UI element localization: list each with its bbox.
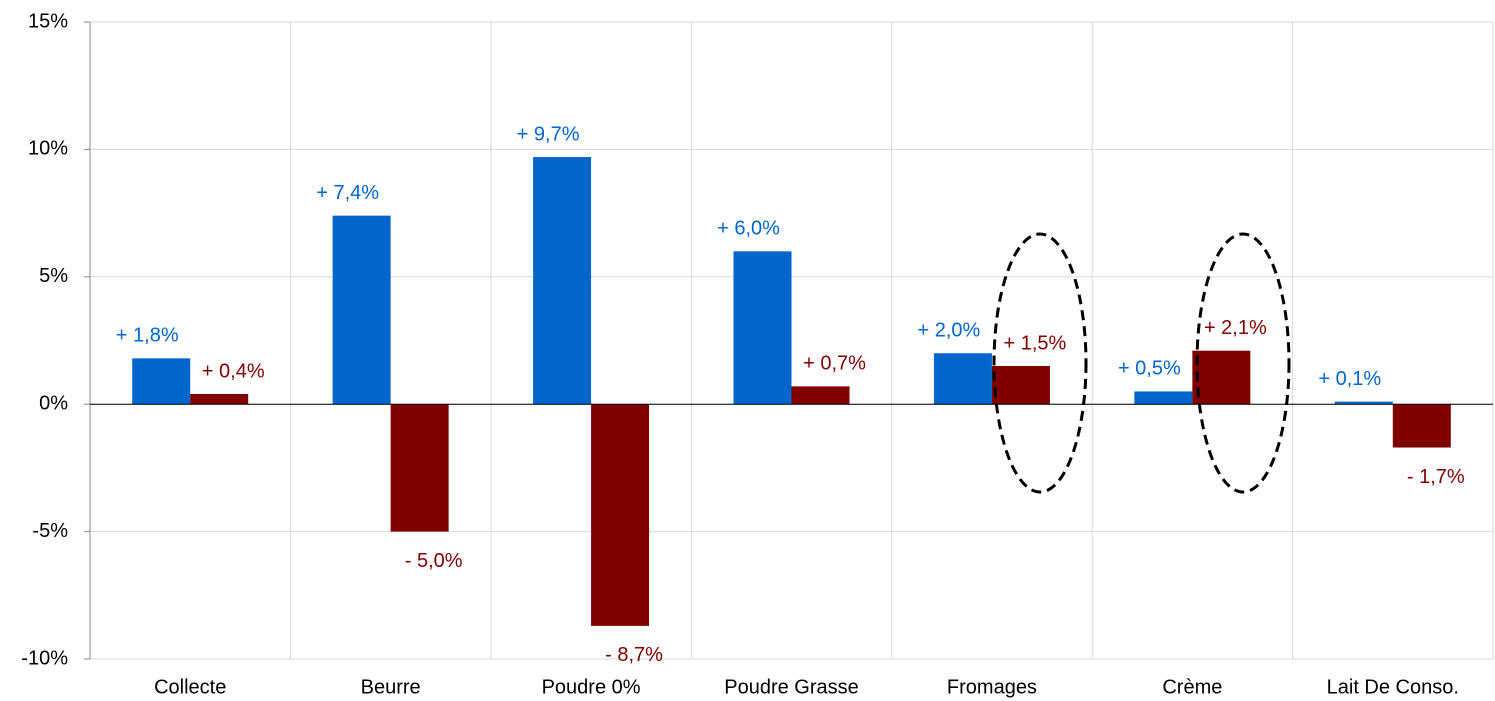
bar [733, 251, 792, 405]
bar [190, 394, 249, 405]
data-label: + 2,1% [1204, 317, 1267, 339]
data-label: + 6,0% [717, 218, 780, 240]
x-tick-label: Lait De Conso. [1327, 676, 1459, 698]
data-label: + 1,8% [116, 325, 179, 347]
bar [791, 386, 850, 405]
x-tick-label: Poudre Grasse [724, 676, 859, 698]
bar [1134, 391, 1193, 405]
bar [1392, 404, 1451, 448]
x-tick-label: Fromages [947, 676, 1037, 698]
y-tick-label: 15% [28, 10, 68, 32]
y-tick-label: 5% [39, 265, 68, 287]
data-label: + 9,7% [517, 123, 580, 145]
data-label: + 0,1% [1318, 368, 1381, 390]
bar [533, 157, 592, 405]
data-label: - 8,7% [605, 644, 663, 666]
bar [132, 358, 191, 405]
highlight-ellipse [1195, 232, 1291, 494]
x-tick-label: Crème [1162, 676, 1222, 698]
y-tick-label: -5% [32, 520, 68, 542]
y-tick-label: 0% [39, 392, 68, 414]
highlight-ellipse [992, 232, 1088, 494]
bar [1334, 401, 1393, 405]
y-tick-label: 10% [28, 138, 68, 160]
data-label: + 2,0% [918, 320, 981, 342]
data-label: + 0,4% [202, 360, 265, 382]
bar [332, 215, 391, 405]
x-tick-label: Collecte [154, 676, 226, 698]
y-tick-label: -10% [21, 647, 68, 669]
highlight-ellipses [992, 232, 1291, 494]
data-label: + 7,4% [316, 182, 379, 204]
data-label: + 0,5% [1118, 358, 1181, 380]
bar [991, 365, 1050, 405]
x-tick-label: Beurre [361, 676, 421, 698]
data-label: - 1,7% [1407, 466, 1465, 488]
bar [591, 404, 650, 626]
x-tick-label: Poudre 0% [542, 676, 641, 698]
data-label: - 5,0% [405, 550, 463, 572]
bar [390, 404, 449, 532]
data-label: + 0,7% [803, 353, 866, 375]
data-label: + 1,5% [1004, 332, 1067, 354]
bar [1192, 350, 1251, 405]
bar [933, 353, 992, 405]
